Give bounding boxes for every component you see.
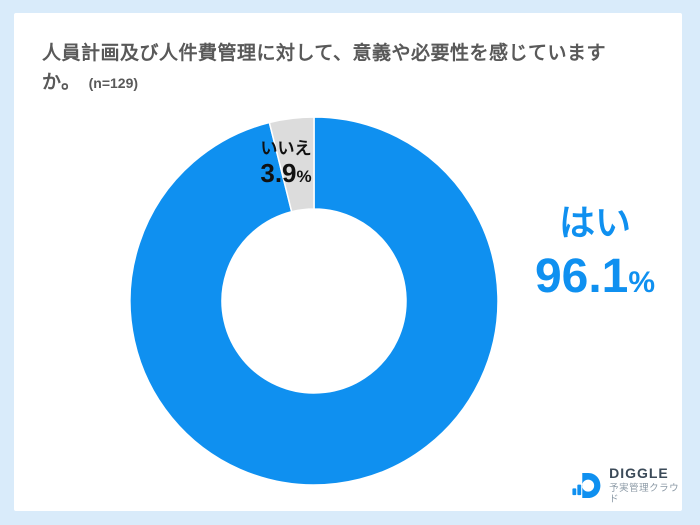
label-yes-unit: % (628, 266, 656, 300)
diggle-brand-name: DIGGLE (609, 465, 669, 481)
chart-title-line2: か。 (n=129) (42, 68, 654, 97)
chart-title-line1: 人員計画及び人件費管理に対して、意義や必要性を感じています (42, 43, 606, 64)
diggle-logo-text: DIGGLE 予実管理クラウド (609, 465, 682, 506)
label-yes-category: はい (558, 202, 631, 243)
donut-chart (130, 117, 498, 485)
label-yes-value: 96.1 (534, 250, 629, 304)
chart-title: 人員計画及び人件費管理に対して、意義や必要性を感じています か。 (n=129) (42, 39, 654, 98)
diggle-logo: DIGGLE 予実管理クラウド (572, 465, 682, 506)
label-no-value-wrap: 3.9% (260, 158, 312, 188)
sample-size-label: (n=129) (88, 75, 139, 92)
donut-slice-no (268, 117, 315, 213)
label-yes: はい 96.1% (510, 201, 680, 306)
label-no-unit: % (296, 166, 312, 186)
label-yes-value-wrap: 96.1% (535, 250, 655, 303)
label-no-category: いいえ (260, 139, 312, 158)
label-no-value: 3.9 (260, 157, 297, 188)
label-no: いいえ 3.9% (236, 139, 336, 188)
diggle-brand-subtitle: 予実管理クラウド (609, 482, 680, 506)
chart-card: 人員計画及び人件費管理に対して、意義や必要性を感じています か。 (n=129) … (14, 13, 682, 511)
chart-title-line2-text: か。 (42, 72, 81, 94)
donut-slice-yes (130, 117, 498, 485)
diggle-logo-mark-icon (572, 473, 601, 499)
